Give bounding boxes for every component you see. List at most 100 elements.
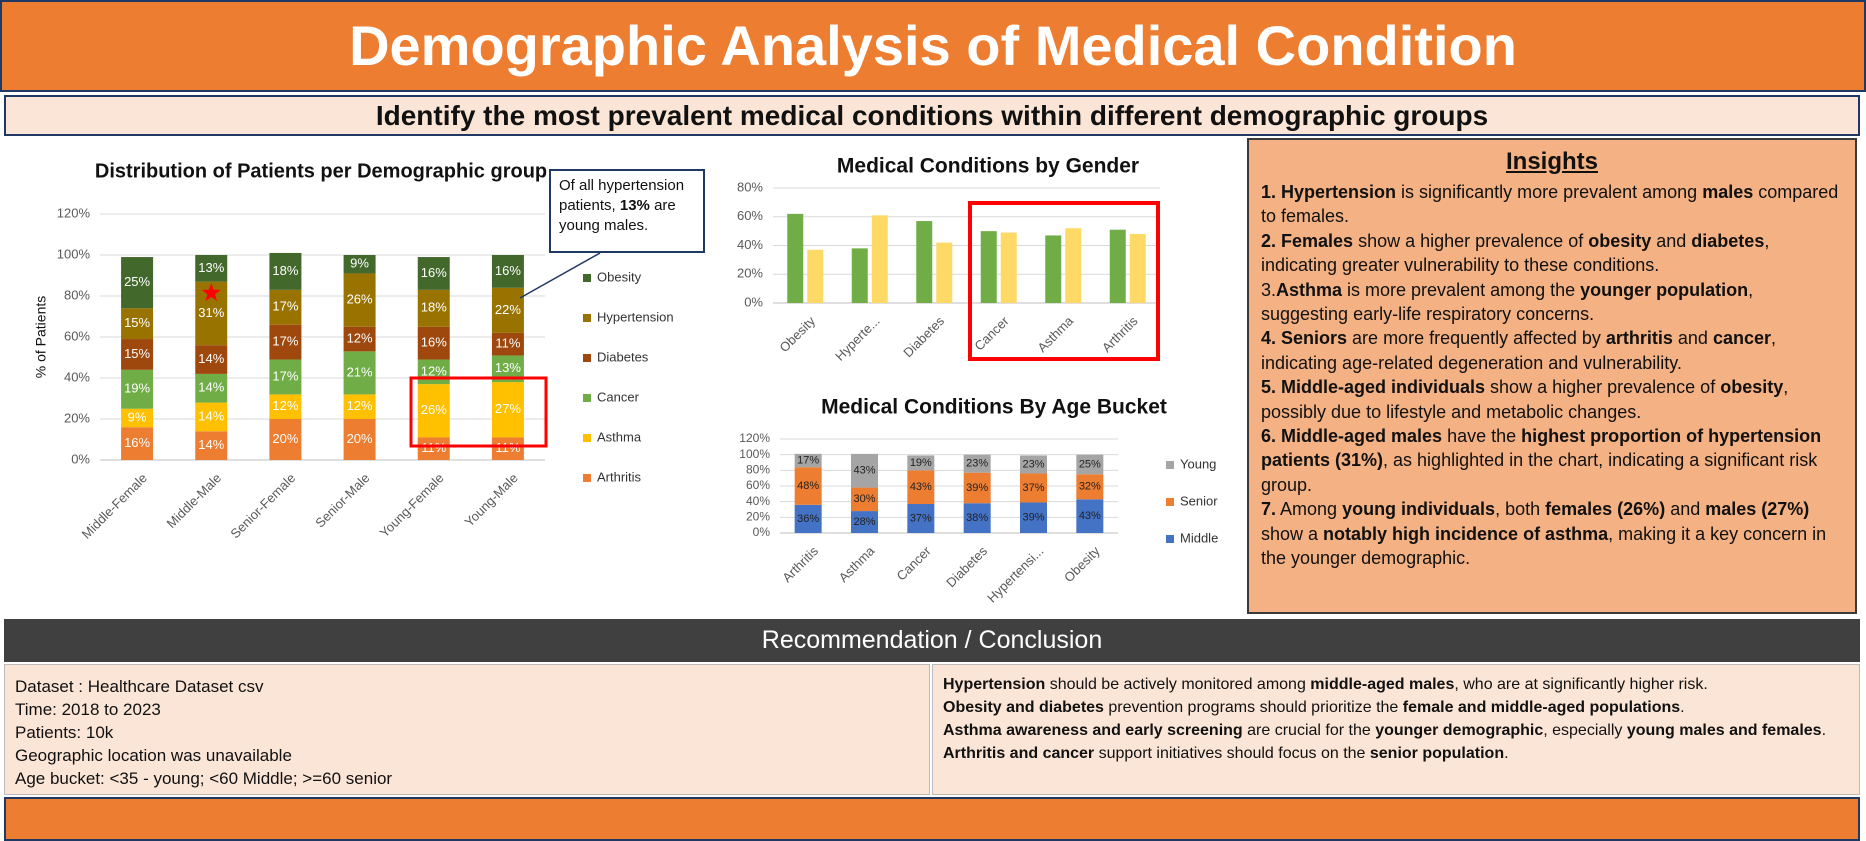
chart-title: Medical Conditions By Age Bucket <box>821 396 1167 419</box>
legend-label: Hypertension <box>597 309 674 324</box>
data-label: 11% <box>421 440 446 455</box>
bar-segment <box>794 467 822 505</box>
text-segment: cancer <box>1712 328 1771 349</box>
legend-label: Diabetes <box>597 349 649 364</box>
highlight-box <box>409 376 548 448</box>
data-label: 12% <box>347 398 373 413</box>
bar-segment <box>121 339 154 370</box>
data-label: 12% <box>421 363 447 378</box>
text-segment: is significantly more prevalent among <box>1396 182 1703 202</box>
bar-segment <box>121 369 154 409</box>
data-label: 43% <box>853 465 875 477</box>
text-segment: males <box>1702 182 1754 202</box>
data-label: 43% <box>1079 510 1101 522</box>
x-tick-label: Asthma <box>836 543 878 585</box>
bar-segment <box>851 453 878 488</box>
legend-swatch <box>1166 535 1174 543</box>
y-tick-label: 20% <box>746 510 770 524</box>
bar-segment <box>1076 499 1104 533</box>
text-segment: , as highlighted in the chart, indicatin… <box>1261 450 1818 495</box>
recommendation-point: Obesity and diabetes prevention programs… <box>943 696 1849 719</box>
data-label: 36% <box>797 513 819 525</box>
data-label: 16% <box>421 265 447 280</box>
bar-segment <box>417 326 450 360</box>
data-label: 37% <box>1022 482 1044 494</box>
y-axis-label: % of Patients <box>33 296 49 379</box>
y-tick-label: 80% <box>64 287 90 302</box>
legend-swatch <box>583 354 591 362</box>
data-label: 12% <box>272 398 298 413</box>
insight-item: 5. Middle-aged individuals show a higher… <box>1261 375 1843 424</box>
data-label: 17% <box>272 368 298 383</box>
y-tick-label: 40% <box>64 369 90 384</box>
data-label: 19% <box>124 381 150 396</box>
bar-segment <box>121 308 154 340</box>
data-label: 14% <box>198 380 224 395</box>
x-tick-label: Arthritis <box>779 543 821 585</box>
text-segment: , suggesting early-life respiratory conc… <box>1261 279 1754 325</box>
data-label: 15% <box>124 346 150 361</box>
legend-swatch <box>583 274 591 282</box>
bar <box>807 249 824 303</box>
recommendation-header: Recommendation / Conclusion <box>4 619 1860 662</box>
detail-line: Time: 2018 to 2023 <box>15 700 161 719</box>
data-label: 17% <box>797 454 819 466</box>
bar <box>936 242 953 303</box>
recommendation-point: Arthritis and cancer support initiatives… <box>943 742 1849 765</box>
bar <box>1129 234 1146 303</box>
detail-line: Geographic location was unavailable <box>15 746 292 765</box>
bar <box>980 231 997 303</box>
text-segment: 5. Middle-aged individuals <box>1261 377 1486 398</box>
bar-segment <box>1076 474 1104 500</box>
data-label: 25% <box>1079 458 1101 470</box>
x-tick-label: Asthma <box>1034 313 1076 355</box>
bar-segment <box>491 287 524 333</box>
text-segment: show a higher prevalence of <box>1353 230 1589 251</box>
bar <box>1045 235 1062 303</box>
bar-segment <box>343 326 376 352</box>
bar-segment <box>121 257 154 309</box>
detail-line: Patients: 10k <box>15 723 114 742</box>
bar-segment <box>269 359 302 395</box>
legend-swatch <box>1166 461 1174 469</box>
bar-segment <box>907 470 935 505</box>
data-label: 14% <box>198 351 224 366</box>
bar-segment <box>963 503 991 533</box>
text-segment: . <box>1504 745 1509 762</box>
text-segment: should be actively monitored among <box>1045 676 1311 693</box>
data-label: 11% <box>495 440 520 455</box>
text-segment: highest proportion of hypertension patie… <box>1261 426 1822 471</box>
text-segment: are crucial for the <box>1242 722 1376 739</box>
text-segment: compared to females. <box>1261 182 1839 227</box>
bar-segment <box>343 273 376 327</box>
data-label: 31% <box>198 305 224 320</box>
legend-swatch <box>583 314 591 322</box>
data-label: 16% <box>495 263 521 278</box>
text-segment: , indicating greater vulnerability to th… <box>1261 230 1770 276</box>
bar-segment <box>195 431 228 460</box>
callout: Of all hypertension patients, 13% are yo… <box>549 169 705 253</box>
highlight-box <box>968 201 1160 361</box>
data-label: 17% <box>272 299 298 314</box>
subtitle-bar: Identify the most prevalent medical cond… <box>4 95 1860 136</box>
data-label: 16% <box>421 335 447 350</box>
x-tick-label: Diabetes <box>943 543 990 590</box>
x-tick-label: Arthritis <box>1099 313 1141 355</box>
text-segment: females (26%) <box>1545 499 1666 520</box>
x-tick-label: Cancer <box>971 313 1012 354</box>
bar-segment <box>963 454 991 473</box>
text-segment: female and middle-aged populations <box>1402 699 1681 716</box>
text-segment: show a <box>1261 523 1324 544</box>
text-segment: is more prevalent among the <box>1342 279 1581 300</box>
bar-segment <box>269 324 302 360</box>
y-tick-label: 20% <box>737 266 763 281</box>
dataset-details: Dataset : Healthcare Dataset csv Time: 20… <box>4 664 930 795</box>
text-segment: support initiatives should focus on the <box>1094 745 1370 762</box>
bar-segment <box>1020 473 1047 503</box>
text-segment: younger demographic <box>1375 722 1544 739</box>
y-tick-label: 80% <box>737 179 763 194</box>
text-segment: Arthritis and cancer <box>943 745 1095 762</box>
bar-segment <box>343 351 376 395</box>
bar-segment <box>343 394 376 419</box>
